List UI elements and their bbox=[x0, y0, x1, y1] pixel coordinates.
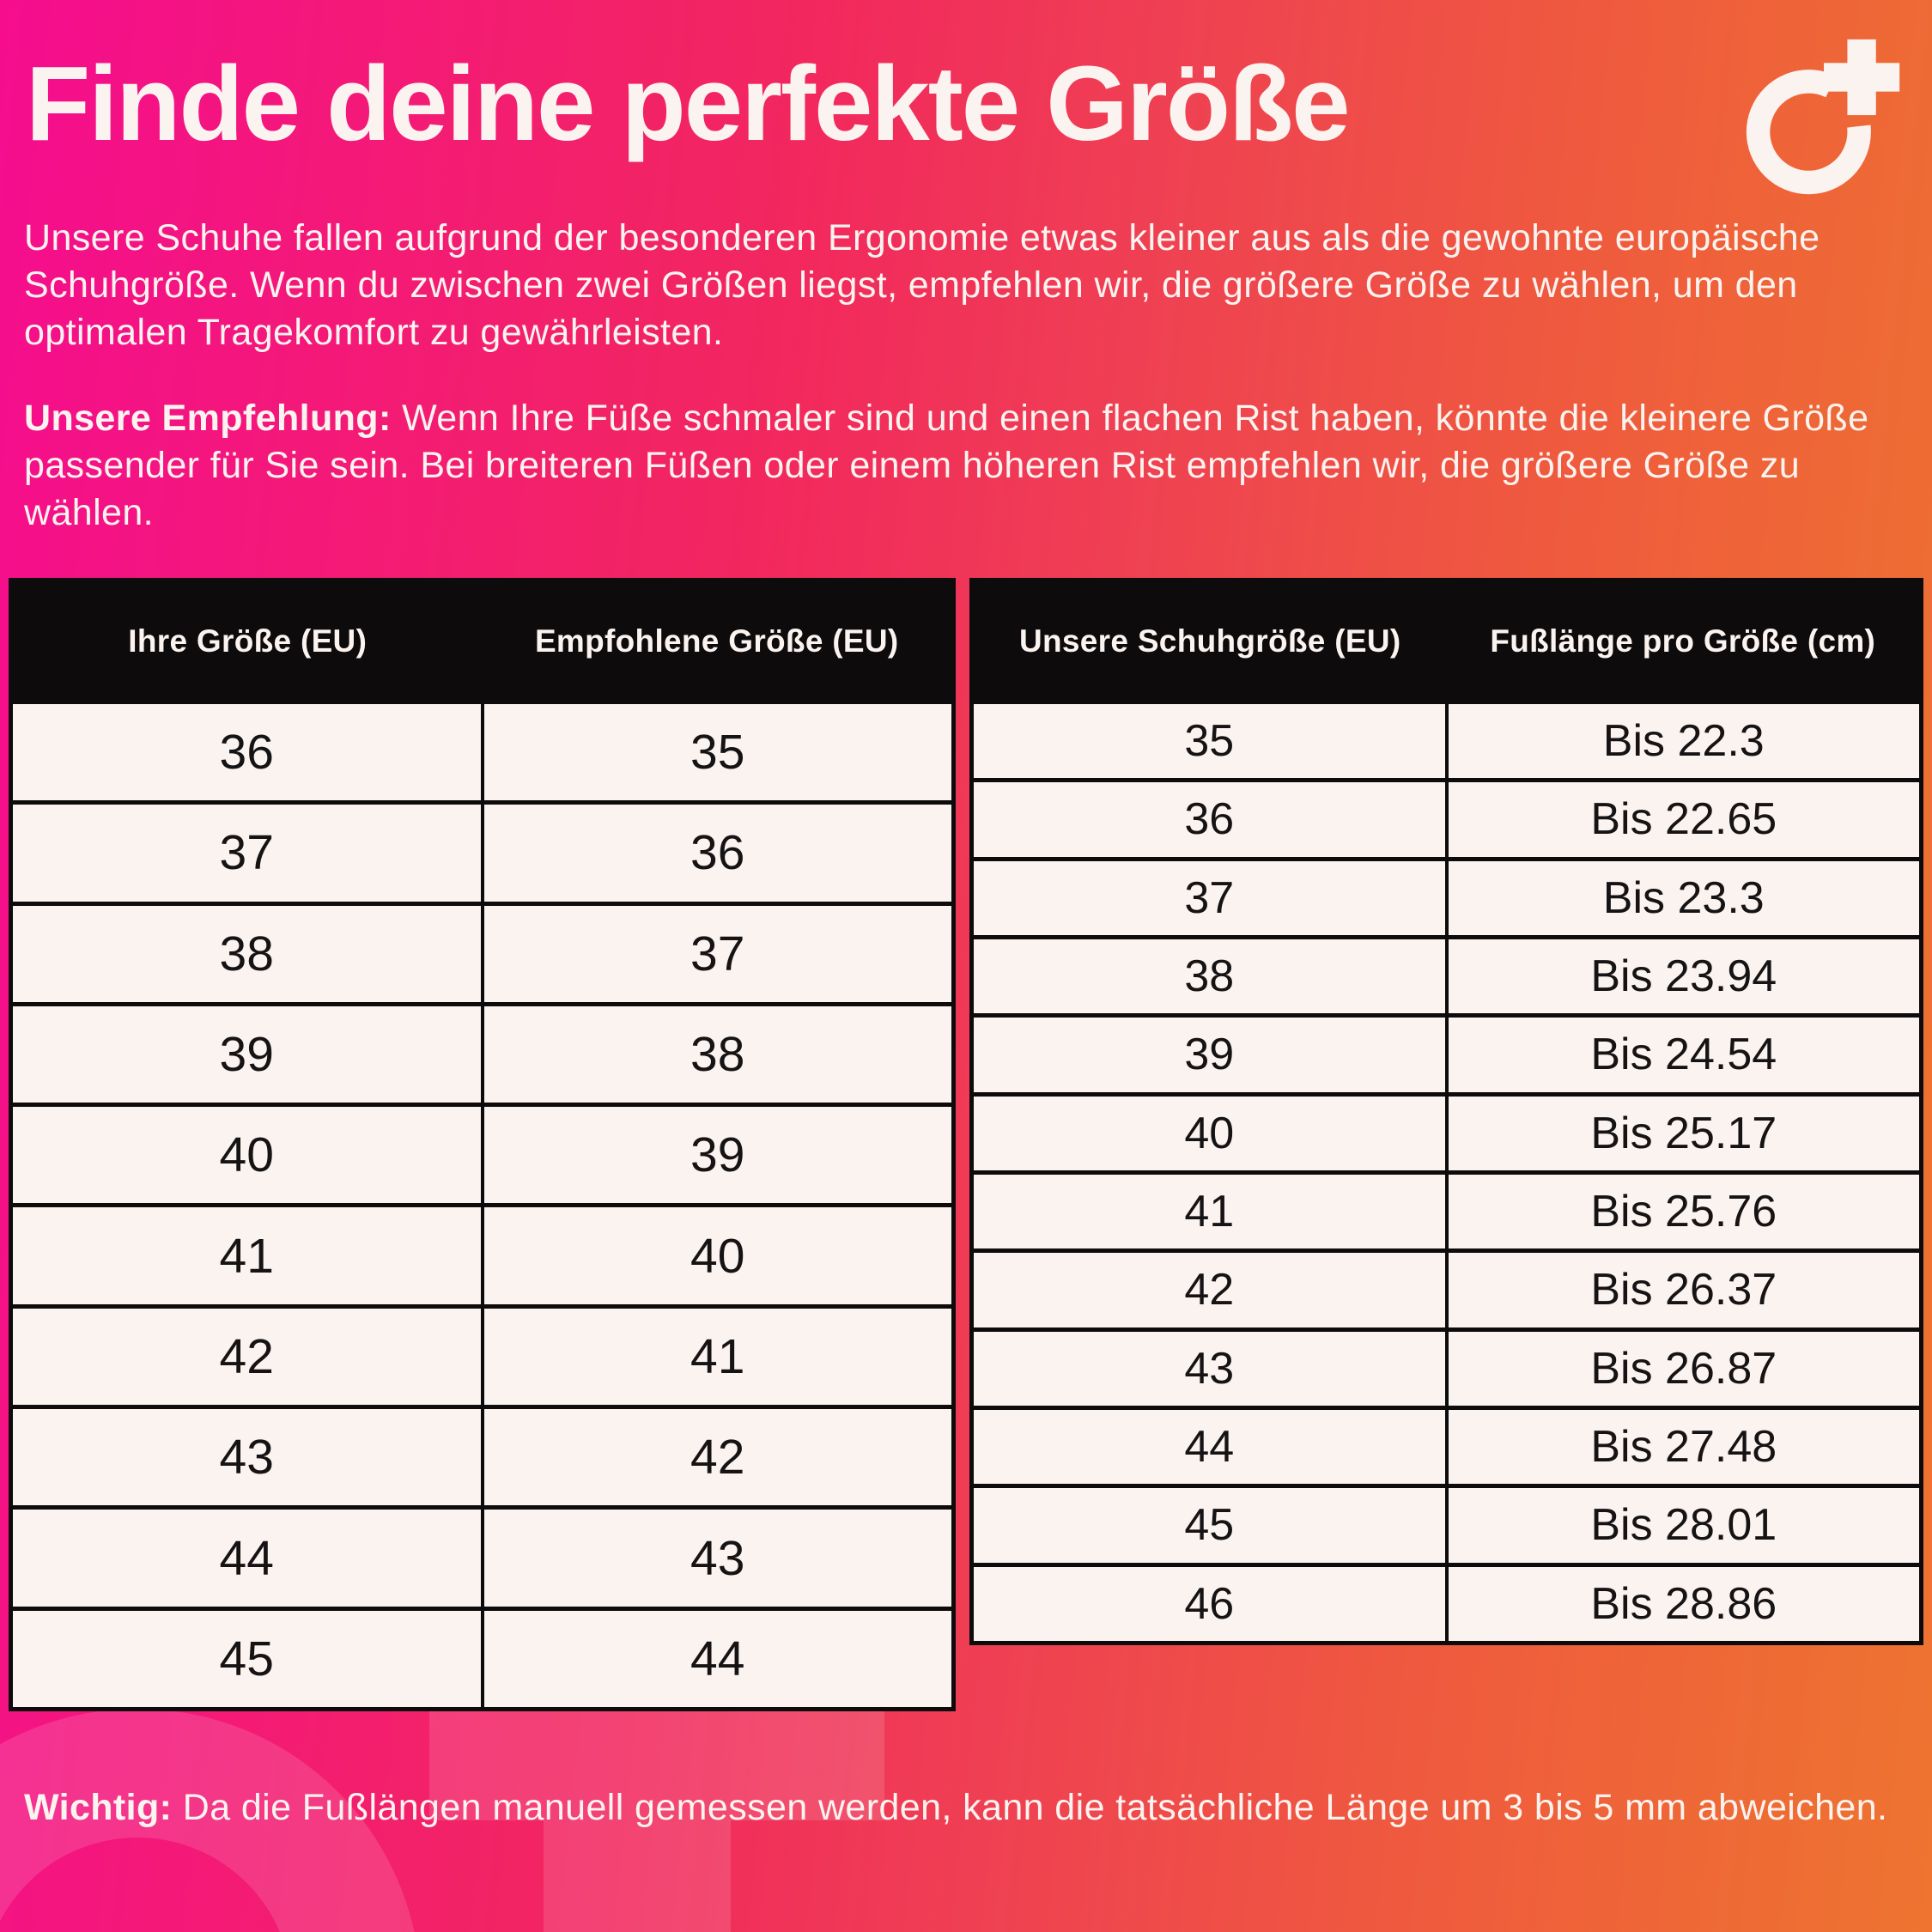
table-cell: 40 bbox=[690, 1228, 745, 1284]
recommendation-text: Wenn Ihre Füße schmaler sind und einen f… bbox=[24, 398, 1869, 533]
table-cell: 42 bbox=[690, 1430, 745, 1485]
table-cell: Bis 27.48 bbox=[1590, 1422, 1777, 1473]
table-row: 45 Bis 28.01 bbox=[974, 1484, 1919, 1563]
intro-paragraph: Unsere Schuhe fallen aufgrund der besond… bbox=[24, 215, 1909, 356]
table-cell: 38 bbox=[974, 939, 1449, 1014]
table-row: 42 Bis 26.37 bbox=[974, 1249, 1919, 1327]
table-row: 44 43 bbox=[13, 1505, 951, 1607]
table-row: 46 Bis 28.86 bbox=[974, 1562, 1919, 1641]
table-cell: 36 bbox=[13, 704, 484, 801]
table-row: 38 Bis 23.94 bbox=[974, 934, 1919, 1014]
table-cell: Bis 22.65 bbox=[1590, 794, 1777, 845]
table-row: 36 Bis 22.65 bbox=[974, 778, 1919, 857]
table-cell: Bis 25.76 bbox=[1590, 1187, 1777, 1237]
table-header-row: Unsere Schuhgröße (EU) Fußlänge pro Größ… bbox=[974, 582, 1919, 700]
table-header-row: Ihre Größe (EU) Empfohlene Größe (EU) bbox=[13, 582, 951, 700]
table-cell: 36 bbox=[974, 782, 1449, 857]
table-cell: 43 bbox=[974, 1331, 1449, 1406]
note-text: Da die Fußlängen manuell gemessen werden… bbox=[182, 1787, 1888, 1828]
table-body: 35 Bis 22.3 36 Bis 22.65 37 Bis 23.3 38 Bis 23.… bbox=[974, 700, 1919, 1641]
column-header-foot-length: Fußlänge pro Größe (cm) bbox=[1490, 623, 1876, 659]
table-row: 43 Bis 26.87 bbox=[974, 1327, 1919, 1406]
table-cell: Bis 26.87 bbox=[1590, 1343, 1777, 1394]
table-row: 40 39 bbox=[13, 1103, 951, 1204]
table-cell: 39 bbox=[974, 1018, 1449, 1092]
table-cell: 41 bbox=[13, 1207, 484, 1304]
table-row: 45 44 bbox=[13, 1606, 951, 1707]
table-cell: 39 bbox=[690, 1127, 745, 1183]
table-cell: 38 bbox=[690, 1027, 745, 1083]
table-row: 37 Bis 23.3 bbox=[974, 856, 1919, 935]
table-cell: 42 bbox=[13, 1308, 484, 1406]
recommendation-paragraph: Unsere Empfehlung: Wenn Ihre Füße schmal… bbox=[24, 395, 1909, 537]
page-title: Finde deine perfekte Größe bbox=[26, 46, 1351, 163]
table-cell: 40 bbox=[13, 1107, 484, 1204]
table-cell: 44 bbox=[974, 1409, 1449, 1485]
table-cell: 36 bbox=[690, 825, 745, 881]
table-row: 43 42 bbox=[13, 1405, 951, 1506]
table-cell: 41 bbox=[974, 1174, 1449, 1249]
table-cell: Bis 28.01 bbox=[1590, 1500, 1777, 1551]
table-row: 36 35 bbox=[13, 700, 951, 801]
table-cell: 43 bbox=[13, 1409, 484, 1506]
table-cell: 45 bbox=[13, 1610, 484, 1707]
table-cell: 37 bbox=[974, 860, 1449, 935]
note-label: Wichtig: bbox=[24, 1787, 173, 1828]
table-row: 41 Bis 25.76 bbox=[974, 1170, 1919, 1249]
table-cell: Bis 22.3 bbox=[1602, 716, 1765, 767]
table-row: 35 Bis 22.3 bbox=[974, 700, 1919, 779]
important-note: Wichtig: Da die Fußlängen manuell gemess… bbox=[24, 1784, 1909, 1832]
table-cell: 44 bbox=[690, 1631, 745, 1686]
intro-text: Unsere Schuhe fallen aufgrund der besond… bbox=[24, 217, 1820, 353]
column-header-your-size: Ihre Größe (EU) bbox=[128, 623, 368, 659]
table-cell: 42 bbox=[974, 1253, 1449, 1327]
table-row: 39 Bis 24.54 bbox=[974, 1013, 1919, 1092]
table-cell: 38 bbox=[13, 905, 484, 1002]
table-row: 40 Bis 25.17 bbox=[974, 1091, 1919, 1170]
column-header-shoe-size: Unsere Schuhgröße (EU) bbox=[1019, 623, 1401, 659]
table-cell: Bis 23.3 bbox=[1602, 872, 1765, 923]
table-body: 36 35 37 36 38 37 39 38 40 39 41 40 42 41 43 42 44 43 45 44 bbox=[13, 700, 951, 1707]
recommendation-label: Unsere Empfehlung: bbox=[24, 398, 392, 439]
table-cell: 37 bbox=[690, 926, 745, 981]
table-cell: 41 bbox=[690, 1328, 745, 1384]
size-recommendation-table: Ihre Größe (EU) Empfohlene Größe (EU) 36… bbox=[9, 578, 956, 1711]
table-row: 37 36 bbox=[13, 800, 951, 902]
table-row: 41 40 bbox=[13, 1203, 951, 1304]
o-plus-logo-icon bbox=[1746, 39, 1900, 195]
table-row: 44 Bis 27.48 bbox=[974, 1405, 1919, 1485]
table-cell: 39 bbox=[13, 1005, 484, 1103]
table-cell: Bis 26.37 bbox=[1590, 1265, 1777, 1315]
table-row: 42 41 bbox=[13, 1303, 951, 1406]
foot-length-table: Unsere Schuhgröße (EU) Fußlänge pro Größ… bbox=[969, 578, 1923, 1645]
table-cell: 46 bbox=[974, 1566, 1449, 1641]
watermark-plus-icon bbox=[429, 1653, 884, 1932]
table-row: 39 38 bbox=[13, 1001, 951, 1103]
table-cell: 35 bbox=[690, 725, 745, 781]
table-cell: Bis 24.54 bbox=[1590, 1030, 1777, 1080]
table-cell: 44 bbox=[13, 1510, 484, 1607]
table-row: 38 37 bbox=[13, 901, 951, 1002]
table-cell: Bis 25.17 bbox=[1590, 1108, 1777, 1158]
table-cell: 35 bbox=[974, 704, 1449, 779]
column-header-recommended-size: Empfohlene Größe (EU) bbox=[534, 623, 899, 659]
table-cell: 40 bbox=[974, 1096, 1449, 1170]
table-cell: Bis 28.86 bbox=[1590, 1578, 1777, 1629]
table-cell: 43 bbox=[690, 1530, 745, 1586]
table-cell: Bis 23.94 bbox=[1590, 951, 1777, 1002]
table-cell: 45 bbox=[974, 1488, 1449, 1563]
table-cell: 37 bbox=[13, 805, 484, 902]
